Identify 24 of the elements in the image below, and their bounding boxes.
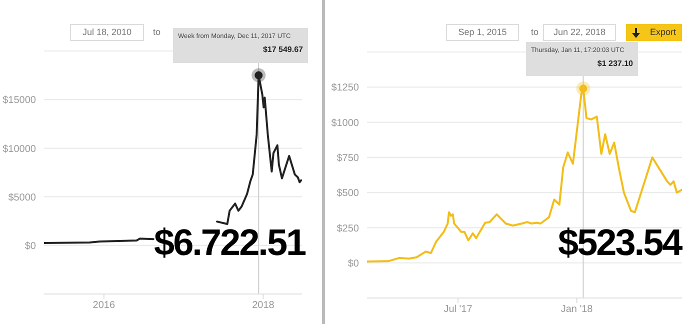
text: to (531, 27, 539, 37)
text: Sep 1, 2015 (446, 24, 519, 41)
x-tick-label: 2018 (252, 300, 275, 312)
y-tick-label: $10000 (2, 144, 36, 155)
y-tick-label: $0 (24, 240, 36, 252)
y-tick-label: $0 (348, 258, 360, 270)
y-tick-label: $750 (336, 152, 360, 164)
text: Jun 22, 2018 (543, 24, 616, 41)
y-tick-label: $250 (336, 223, 360, 234)
x-tick-label: Jul '17 (444, 304, 473, 316)
y-tick-label: $500 (336, 188, 360, 200)
y-tick-label: $5000 (8, 192, 36, 204)
x-tick-label: 2016 (92, 300, 116, 312)
annotation: $6.722.51 (154, 222, 306, 263)
text: to (153, 27, 161, 37)
y-tick-label: $1000 (331, 118, 360, 129)
y-tick-label: $15000 (2, 95, 36, 106)
x-tick-label: Jan '18 (560, 304, 594, 316)
annotation: $1 237.10 (597, 59, 633, 68)
annotation: $17 549.67 (262, 45, 303, 54)
y-tick-label: $1250 (331, 82, 360, 94)
text: Export (626, 24, 682, 41)
text: Jul 18, 2010 (70, 24, 144, 41)
annotation: $523.54 (558, 222, 682, 263)
